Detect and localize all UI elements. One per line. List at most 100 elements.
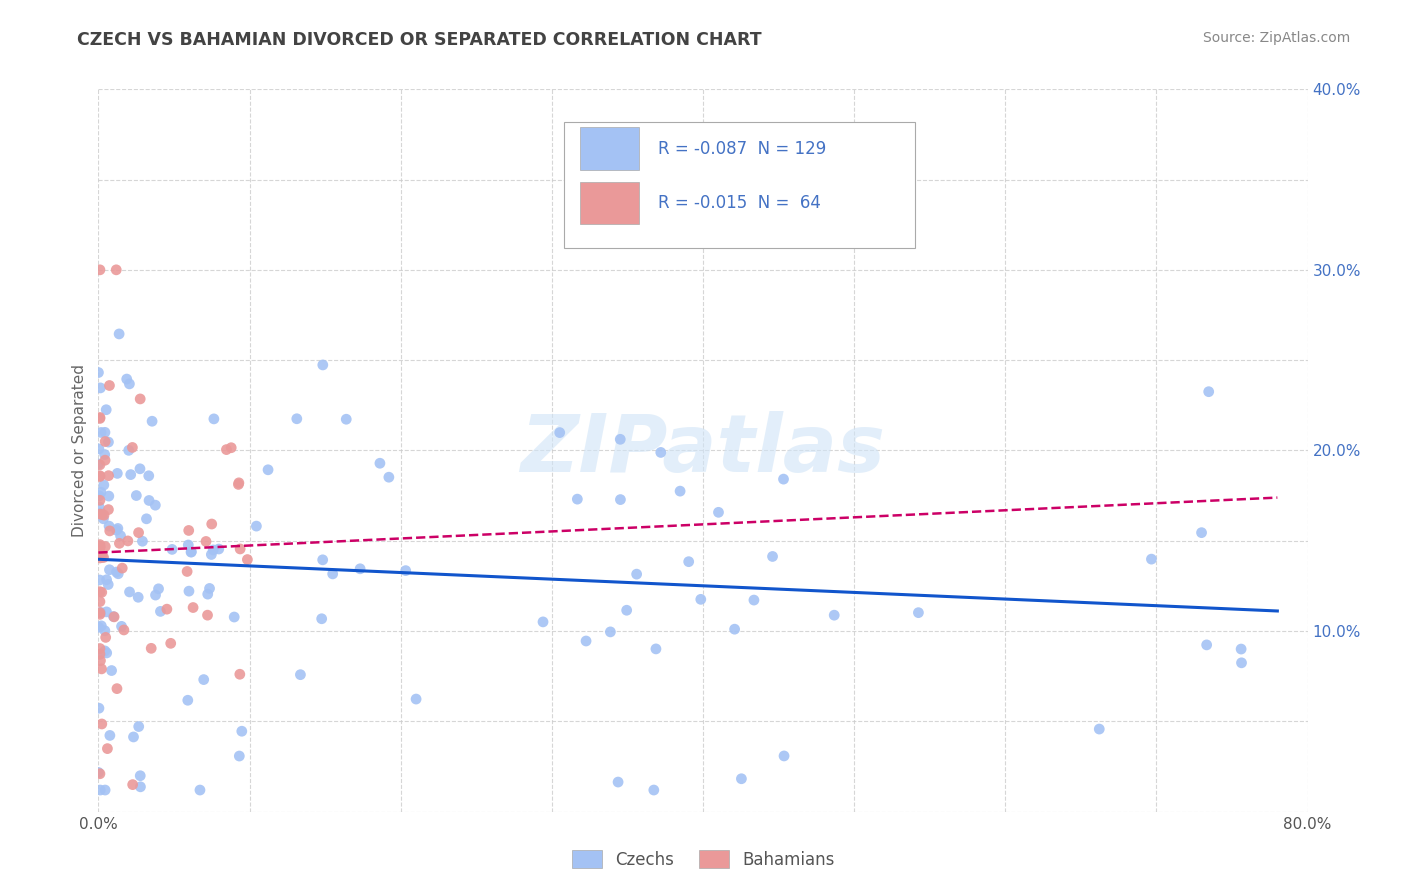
Point xyxy=(120,467,142,482)
Point xyxy=(198,582,221,596)
Point xyxy=(129,780,152,794)
Point xyxy=(135,512,157,526)
Point xyxy=(1230,642,1253,657)
Point xyxy=(772,472,794,486)
Point xyxy=(97,577,120,591)
Point xyxy=(395,564,418,578)
Point xyxy=(105,467,128,481)
Point xyxy=(1198,384,1220,399)
Point xyxy=(89,381,111,395)
Point xyxy=(94,453,117,467)
Point xyxy=(228,477,250,491)
Point xyxy=(823,608,845,623)
Point xyxy=(118,443,141,458)
Point xyxy=(229,541,252,556)
Point xyxy=(87,442,110,456)
Point xyxy=(129,462,152,476)
Point xyxy=(322,566,344,581)
Point xyxy=(90,485,112,500)
Point xyxy=(228,749,250,764)
Point xyxy=(129,392,152,406)
Point xyxy=(575,634,598,648)
Point xyxy=(669,484,692,499)
Point xyxy=(89,500,111,514)
Point xyxy=(87,701,110,715)
Point xyxy=(195,534,218,549)
Point xyxy=(89,410,111,425)
Point xyxy=(91,550,114,565)
Point xyxy=(93,512,115,526)
Point xyxy=(89,539,111,553)
Point xyxy=(177,538,200,552)
Point xyxy=(177,524,200,538)
Point xyxy=(90,425,112,440)
Point xyxy=(138,468,160,483)
Point xyxy=(118,585,141,599)
Point xyxy=(110,529,132,543)
Point xyxy=(93,448,115,462)
Point xyxy=(89,551,111,566)
Point xyxy=(567,492,589,507)
Point xyxy=(89,493,111,508)
Point xyxy=(100,664,122,678)
Point xyxy=(335,412,357,426)
Point xyxy=(97,468,120,483)
Point xyxy=(129,769,152,783)
Point xyxy=(141,641,163,656)
Point xyxy=(112,623,135,637)
Point xyxy=(1195,638,1218,652)
Point xyxy=(98,519,121,533)
Point xyxy=(177,584,200,599)
Point xyxy=(607,775,630,789)
Legend: Czechs, Bahamians: Czechs, Bahamians xyxy=(565,844,841,876)
Point xyxy=(160,542,183,557)
Point xyxy=(89,538,111,552)
Point xyxy=(90,619,112,633)
Point xyxy=(907,606,929,620)
Point xyxy=(94,631,117,645)
Point xyxy=(97,502,120,516)
Point xyxy=(197,587,219,601)
Point xyxy=(96,605,118,619)
Point xyxy=(96,402,118,417)
Point xyxy=(89,607,111,622)
Point xyxy=(128,720,150,734)
Point xyxy=(89,468,111,483)
Text: R = -0.087  N = 129: R = -0.087 N = 129 xyxy=(658,140,827,158)
Point xyxy=(645,641,668,656)
Point xyxy=(105,565,128,579)
Point xyxy=(90,717,112,731)
Point xyxy=(202,543,225,558)
Point xyxy=(188,783,211,797)
Point xyxy=(89,606,111,620)
Point xyxy=(89,411,111,425)
Point xyxy=(90,585,112,599)
Text: CZECH VS BAHAMIAN DIVORCED OR SEPARATED CORRELATION CHART: CZECH VS BAHAMIAN DIVORCED OR SEPARATED … xyxy=(77,31,762,49)
Point xyxy=(89,584,111,599)
Point xyxy=(90,506,112,520)
Point xyxy=(1140,552,1163,566)
Point xyxy=(609,432,631,446)
Text: Source: ZipAtlas.com: Source: ZipAtlas.com xyxy=(1202,31,1350,45)
Point xyxy=(87,366,110,380)
Point xyxy=(219,441,242,455)
Point xyxy=(94,540,117,554)
Point xyxy=(159,636,181,650)
Point xyxy=(89,573,111,587)
Point xyxy=(689,592,711,607)
Point xyxy=(97,435,120,450)
Point xyxy=(89,469,111,483)
Point xyxy=(650,445,672,459)
Point xyxy=(98,378,121,392)
Point xyxy=(609,492,631,507)
Point xyxy=(89,507,111,521)
Point xyxy=(599,624,621,639)
Point xyxy=(231,724,253,739)
Point xyxy=(730,772,752,786)
Point xyxy=(98,563,121,577)
Point xyxy=(128,525,150,540)
Point xyxy=(643,783,665,797)
Point xyxy=(89,648,111,662)
Point xyxy=(1191,525,1213,540)
Point xyxy=(105,263,128,277)
